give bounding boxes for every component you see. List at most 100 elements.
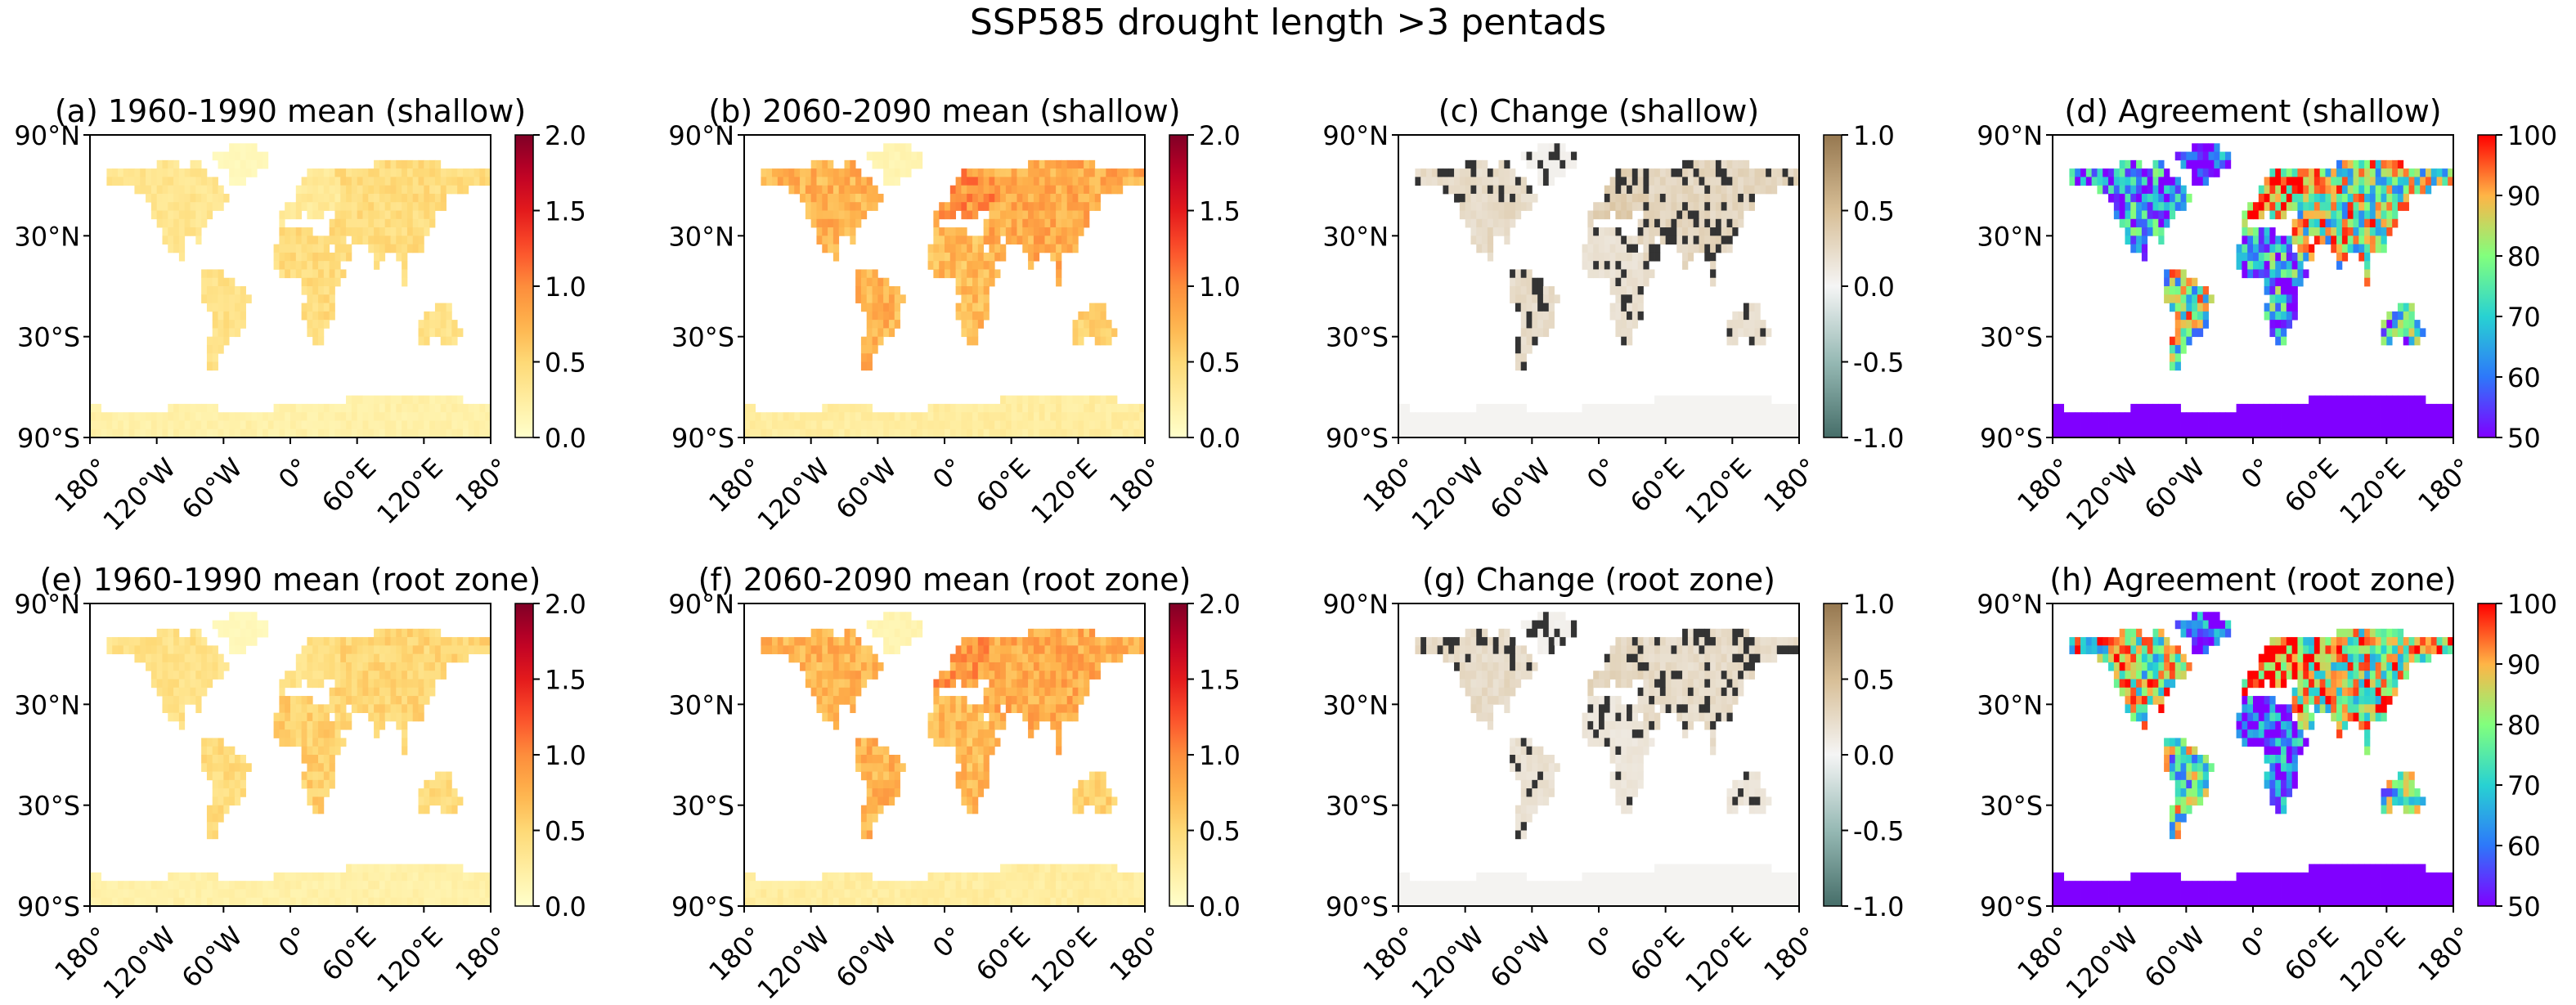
grid-cell <box>772 645 779 655</box>
grid-cell <box>1715 395 1722 405</box>
grid-cell <box>440 202 447 211</box>
grid-cell <box>961 403 967 413</box>
grid-cell <box>805 202 812 211</box>
grid-cell <box>972 303 979 312</box>
grid-cell <box>451 897 458 907</box>
grid-cell <box>2180 185 2187 195</box>
grid-cell <box>1726 244 1733 253</box>
grid-cell <box>357 687 363 697</box>
grid-cell <box>434 412 442 421</box>
grid-cell <box>1766 328 1772 338</box>
grid-cell <box>429 420 436 430</box>
grid-cell <box>218 286 224 295</box>
grid-cell <box>989 202 995 211</box>
grid-cell <box>2258 269 2265 279</box>
grid-cell <box>1005 236 1012 245</box>
grid-cell <box>972 261 979 270</box>
grid-cell <box>312 771 319 781</box>
grid-cell <box>329 872 335 882</box>
grid-cell <box>374 210 380 220</box>
grid-cell <box>1050 227 1057 236</box>
grid-cell <box>1133 420 1140 430</box>
x-tick-label: 0° <box>272 921 316 964</box>
grid-cell <box>961 679 967 689</box>
grid-cell <box>150 202 158 211</box>
heatmap-cells <box>1398 143 1800 438</box>
grid-cell <box>257 628 263 638</box>
grid-cell <box>2174 151 2181 161</box>
grid-cell <box>883 294 890 303</box>
grid-cell <box>2286 177 2293 186</box>
grid-cell <box>2169 294 2176 303</box>
grid-cell <box>1487 193 1494 203</box>
grid-cell <box>1106 403 1112 413</box>
grid-cell <box>1470 159 1477 169</box>
grid-cell <box>212 151 218 161</box>
grid-cell <box>374 403 380 413</box>
grid-cell <box>329 277 335 287</box>
grid-cell <box>1726 193 1733 203</box>
grid-cell <box>2275 412 2282 421</box>
grid-cell <box>955 303 962 312</box>
grid-cell <box>446 872 452 882</box>
grid-cell <box>1066 628 1073 638</box>
grid-cell <box>106 897 113 907</box>
grid-cell <box>329 193 335 203</box>
grid-cell <box>1056 277 1062 287</box>
grid-cell <box>2336 261 2343 270</box>
grid-cell <box>2442 177 2448 186</box>
grid-cell <box>749 428 756 438</box>
grid-cell <box>967 671 973 680</box>
grid-cell <box>257 412 263 421</box>
grid-cell <box>295 244 303 253</box>
grid-cell <box>2164 218 2170 228</box>
grid-cell <box>390 236 397 245</box>
grid-cell <box>1631 412 1639 421</box>
grid-cell <box>1088 653 1096 663</box>
grid-cell <box>340 889 347 899</box>
grid-cell <box>106 889 113 899</box>
grid-cell <box>307 771 313 781</box>
grid-cell <box>140 653 146 663</box>
grid-cell <box>872 185 878 195</box>
grid-cell <box>2180 151 2187 161</box>
grid-cell <box>945 420 951 430</box>
grid-cell <box>190 193 196 203</box>
grid-cell <box>301 889 307 899</box>
grid-cell <box>1133 637 1140 646</box>
grid-cell <box>357 696 363 705</box>
grid-cell <box>2264 311 2270 321</box>
grid-cell <box>218 428 224 438</box>
grid-cell <box>402 897 408 907</box>
grid-cell <box>1005 395 1012 405</box>
grid-cell <box>468 889 474 899</box>
grid-cell <box>212 403 218 413</box>
grid-cell <box>262 151 269 161</box>
grid-cell <box>1426 168 1433 177</box>
grid-cell <box>374 872 380 882</box>
grid-cell <box>418 653 424 663</box>
grid-cell <box>301 286 307 295</box>
grid-cell <box>905 420 912 430</box>
grid-cell <box>2247 244 2254 253</box>
grid-cell <box>402 628 408 638</box>
grid-cell <box>262 159 269 169</box>
grid-cell <box>2347 202 2354 211</box>
grid-cell <box>2397 428 2404 438</box>
grid-cell <box>2180 193 2187 203</box>
grid-cell <box>402 729 408 738</box>
grid-cell <box>2269 320 2276 329</box>
grid-cell <box>418 210 424 220</box>
grid-cell <box>334 637 341 646</box>
x-tick-label: 60°W <box>1484 452 1557 525</box>
grid-cell <box>2164 420 2170 430</box>
grid-cell <box>223 412 230 421</box>
grid-cell <box>1587 403 1594 413</box>
grid-cell <box>2353 244 2359 253</box>
grid-cell <box>2247 403 2254 413</box>
grid-cell <box>1044 671 1051 680</box>
heatmap-cells <box>744 143 1146 438</box>
grid-cell <box>396 671 402 680</box>
grid-cell <box>2369 412 2376 421</box>
grid-cell <box>2174 294 2181 303</box>
